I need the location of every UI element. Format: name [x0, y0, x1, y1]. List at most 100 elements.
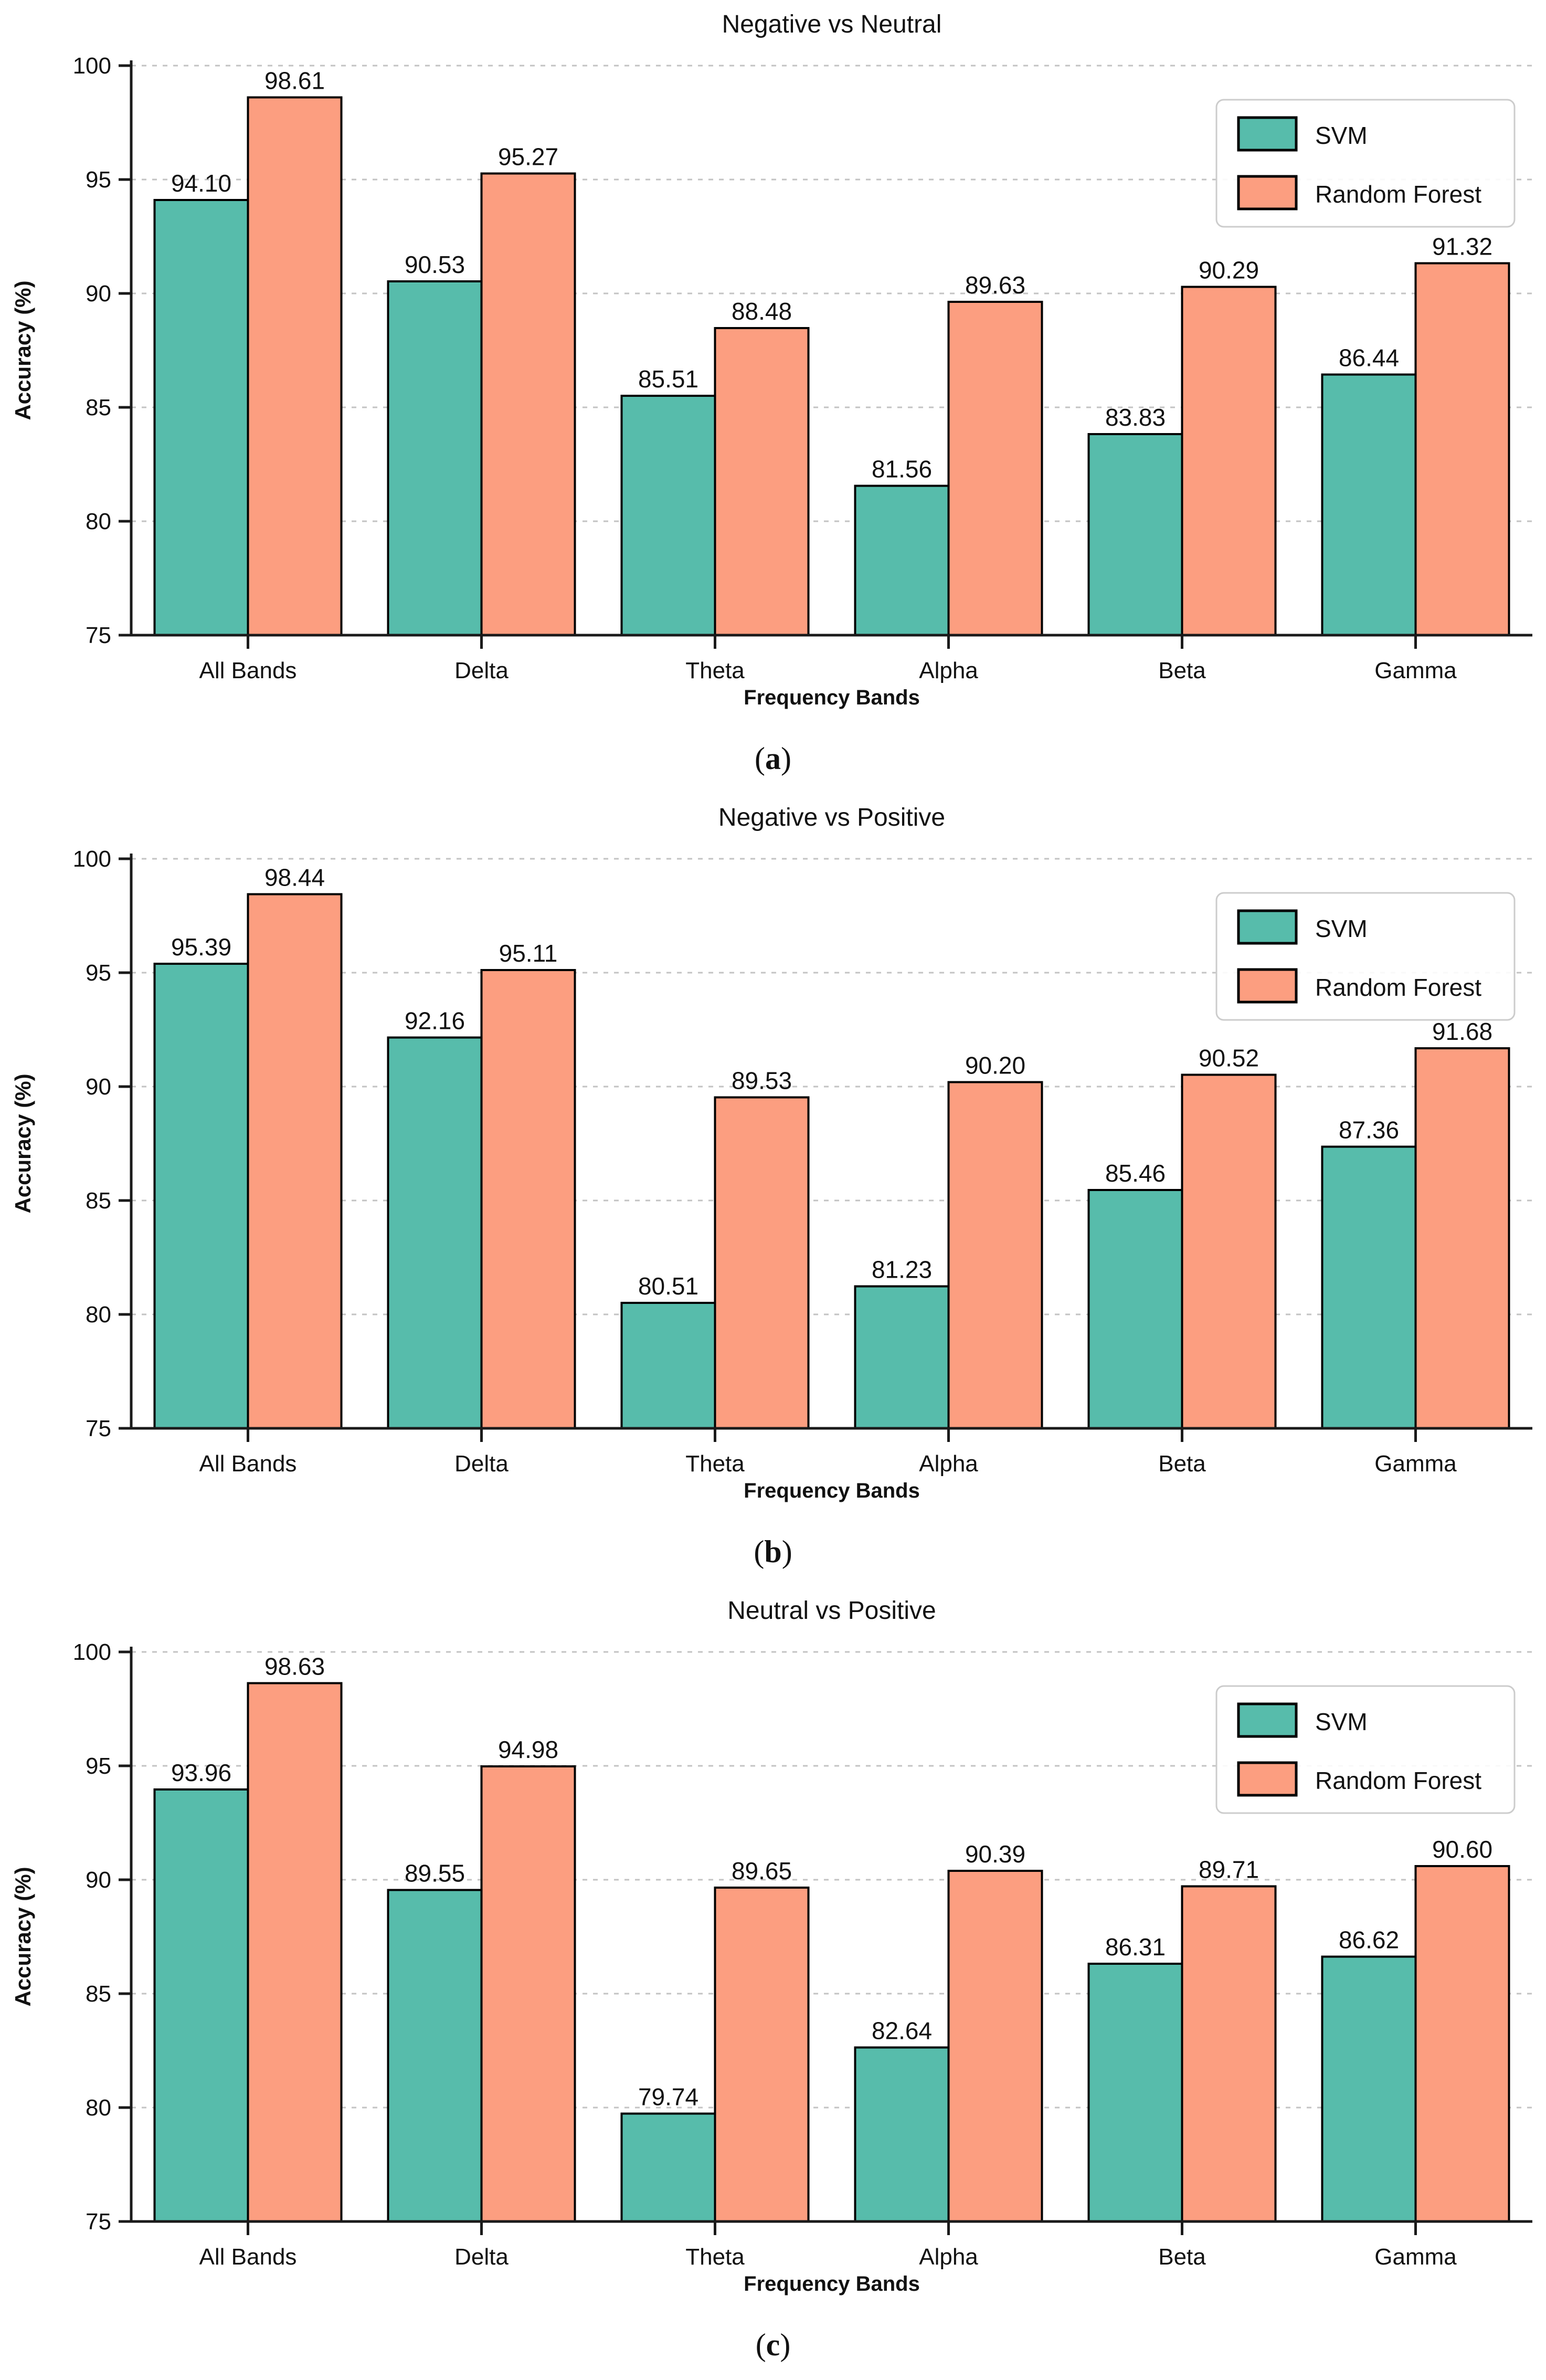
bar-Random Forest-All Bands: [247, 1682, 343, 2223]
bar-value-label: 90.39: [965, 1840, 1025, 1868]
bar-SVM-Beta: [1087, 433, 1183, 636]
legend-label-SVM: SVM: [1315, 915, 1368, 942]
bar-Random Forest-All Bands: [247, 893, 343, 1430]
bar-Random Forest-Theta: [714, 1887, 810, 2223]
y-tick-label: 80: [86, 509, 111, 534]
chart-title: Negative vs Neutral: [722, 10, 942, 38]
y-tick-label: 75: [86, 1416, 111, 1441]
bar-SVM-Gamma: [1321, 1955, 1417, 2223]
bar-value-label: 85.51: [638, 365, 698, 393]
bar-chart-neutral-vs-positive: 93.96 98.63 89.55 94.98 79.74 89.65 82.64 90.39…: [10, 1597, 1532, 2295]
bar-value-label: 95.11: [499, 940, 558, 967]
bar-value-label: 89.55: [405, 1860, 465, 1887]
bar-SVM-Delta: [387, 1036, 483, 1430]
y-tick-label: 90: [86, 281, 111, 307]
bar-Random Forest-Gamma: [1414, 1865, 1510, 2223]
bar-value-label: 92.16: [405, 1007, 465, 1034]
bar-value-label: 98.63: [264, 1652, 325, 1680]
bar-Random Forest-Gamma: [1414, 262, 1510, 637]
bar-SVM-Delta: [387, 280, 483, 636]
panel-caption-b: (b): [0, 1518, 1546, 1586]
bar-value-label: 86.44: [1339, 344, 1399, 372]
y-tick-label: 75: [86, 2209, 111, 2235]
y-tick-label: 85: [86, 395, 111, 420]
caption-open-paren: (: [755, 2328, 766, 2362]
bar-value-label: 95.39: [171, 933, 231, 961]
x-tick-label: Beta: [1158, 1451, 1206, 1477]
x-tick-label: All Bands: [199, 2244, 297, 2270]
y-tick-label: 80: [86, 2095, 111, 2121]
bar-value-label: 82.64: [872, 2017, 932, 2044]
legend-label-SVM: SVM: [1315, 122, 1368, 149]
bar-value-label: 79.74: [638, 2083, 698, 2110]
x-tick-label: Delta: [454, 1451, 509, 1477]
x-tick-label: Gamma: [1374, 1451, 1457, 1477]
bar-Random Forest-All Bands: [247, 96, 343, 636]
caption-close-paren: ): [781, 741, 791, 776]
bar-value-label: 89.63: [965, 271, 1025, 299]
y-tick-label: 100: [73, 846, 111, 872]
bar-value-label: 85.46: [1105, 1160, 1166, 1187]
y-axis-label: Accuracy (%): [10, 280, 35, 420]
bar-value-label: 94.10: [171, 170, 231, 197]
legend-label-Random Forest: Random Forest: [1315, 181, 1481, 208]
caption-letter-b: b: [764, 1534, 782, 1569]
legend-swatch-Random Forest: [1237, 175, 1298, 210]
x-tick-label: All Bands: [199, 1451, 297, 1477]
bar-value-label: 87.36: [1339, 1117, 1399, 1144]
bar-SVM-Theta: [620, 1301, 716, 1430]
bar-Random Forest-Beta: [1181, 1073, 1277, 1429]
x-tick-label: Theta: [685, 2244, 745, 2270]
x-tick-label: Theta: [685, 1451, 745, 1477]
bar-value-label: 95.27: [498, 143, 558, 170]
bar-SVM-All Bands: [153, 199, 249, 636]
bar-SVM-All Bands: [153, 1788, 249, 2223]
chart-title: Neutral vs Positive: [727, 1597, 936, 1625]
bar-Random Forest-Gamma: [1414, 1047, 1510, 1429]
y-tick-label: 75: [86, 623, 111, 648]
bar-value-label: 91.32: [1432, 233, 1492, 260]
y-axis-label: Accuracy (%): [10, 1867, 35, 2006]
chart-panel-b: 95.39 98.44 92.16 95.11 80.51 89.53 81.23 90.20…: [0, 793, 1546, 1586]
caption-letter-c: c: [766, 2328, 780, 2362]
y-tick-label: 100: [73, 1639, 111, 1665]
y-axis-label: Accuracy (%): [10, 1073, 35, 1213]
bar-SVM-Gamma: [1321, 373, 1417, 637]
bar-Random Forest-Alpha: [947, 1870, 1043, 2223]
x-tick-label: Theta: [685, 658, 745, 683]
bar-chart-negative-vs-positive: 95.39 98.44 92.16 95.11 80.51 89.53 81.23 90.20…: [10, 804, 1532, 1502]
bar-value-label: 90.60: [1432, 1836, 1492, 1863]
y-tick-label: 95: [86, 167, 111, 193]
x-tick-label: Gamma: [1374, 2244, 1457, 2270]
legend-label-Random Forest: Random Forest: [1315, 974, 1481, 1001]
y-tick-label: 80: [86, 1302, 111, 1328]
caption-open-paren: (: [755, 741, 765, 776]
y-tick-label: 95: [86, 960, 111, 986]
y-tick-label: 90: [86, 1867, 111, 1893]
y-tick-label: 100: [73, 53, 111, 79]
bar-value-label: 83.83: [1105, 404, 1166, 431]
bar-SVM-Alpha: [854, 1285, 950, 1429]
x-tick-label: Alpha: [919, 658, 978, 683]
bar-value-label: 90.53: [405, 251, 465, 278]
y-tick-label: 90: [86, 1074, 111, 1100]
bar-SVM-Delta: [387, 1889, 483, 2223]
bar-Random Forest-Theta: [714, 327, 810, 636]
bar-SVM-Beta: [1087, 1189, 1183, 1429]
bar-value-label: 89.71: [1199, 1856, 1259, 1883]
bar-value-label: 90.20: [965, 1051, 1025, 1079]
chart-panel-a: 94.10 98.61 90.53 95.27 85.51 88.48 81.56 89.63…: [0, 0, 1546, 793]
bar-Random Forest-Delta: [480, 172, 576, 637]
bar-Random Forest-Beta: [1181, 1885, 1277, 2223]
bar-value-label: 80.51: [638, 1272, 698, 1300]
bar-chart-negative-vs-neutral: 94.10 98.61 90.53 95.27 85.51 88.48 81.56 89.63…: [10, 10, 1532, 709]
bar-value-label: 81.23: [872, 1256, 932, 1283]
bar-SVM-All Bands: [153, 963, 249, 1430]
bar-Random Forest-Beta: [1181, 286, 1277, 636]
y-tick-label: 95: [86, 1753, 111, 1779]
caption-open-paren: (: [754, 1534, 765, 1569]
bar-value-label: 88.48: [732, 298, 792, 325]
x-tick-label: Alpha: [919, 2244, 978, 2270]
bar-Random Forest-Delta: [480, 969, 576, 1429]
